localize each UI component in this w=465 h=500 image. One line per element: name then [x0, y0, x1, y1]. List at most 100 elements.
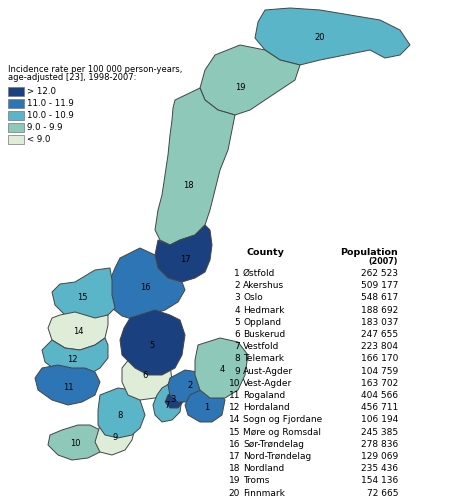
Text: 245 385: 245 385 — [361, 428, 398, 436]
Text: 7: 7 — [234, 342, 240, 351]
Text: 106 194: 106 194 — [361, 416, 398, 424]
Text: 9: 9 — [113, 434, 118, 442]
Polygon shape — [98, 388, 145, 438]
Polygon shape — [108, 248, 185, 320]
Text: 8: 8 — [117, 410, 123, 420]
Polygon shape — [200, 45, 300, 115]
Text: 456 711: 456 711 — [361, 403, 398, 412]
Text: 10.0 - 10.9: 10.0 - 10.9 — [27, 111, 74, 120]
Text: 154 136: 154 136 — [361, 476, 398, 486]
Text: 12: 12 — [67, 356, 77, 364]
Text: (2007): (2007) — [368, 257, 398, 266]
Text: 548 617: 548 617 — [361, 294, 398, 302]
Text: 9.0 - 9.9: 9.0 - 9.9 — [27, 123, 62, 132]
Polygon shape — [48, 425, 105, 460]
Text: Population: Population — [340, 248, 398, 257]
Text: Troms: Troms — [243, 476, 269, 486]
Polygon shape — [122, 352, 172, 400]
Text: 6: 6 — [142, 370, 148, 380]
Text: Rogaland: Rogaland — [243, 391, 285, 400]
Text: 14: 14 — [229, 416, 240, 424]
Text: 3: 3 — [170, 396, 176, 404]
Text: Buskerud: Buskerud — [243, 330, 285, 339]
Text: Finnmark: Finnmark — [243, 488, 285, 498]
Text: age-adjusted [23], 1998-2007:: age-adjusted [23], 1998-2007: — [8, 73, 136, 82]
Text: 19: 19 — [235, 84, 245, 92]
Text: 5: 5 — [234, 318, 240, 327]
Text: 17: 17 — [228, 452, 240, 461]
Text: 509 177: 509 177 — [361, 281, 398, 290]
Text: 188 692: 188 692 — [361, 306, 398, 314]
Text: 20: 20 — [315, 34, 325, 42]
Text: 278 836: 278 836 — [361, 440, 398, 449]
Text: 72 665: 72 665 — [366, 488, 398, 498]
Text: 2: 2 — [187, 382, 193, 390]
Text: 1: 1 — [205, 404, 210, 412]
Bar — [8, 87, 24, 96]
Text: 19: 19 — [228, 476, 240, 486]
Text: 4: 4 — [234, 306, 240, 314]
Polygon shape — [48, 312, 108, 350]
Text: 5: 5 — [149, 340, 155, 349]
Text: 3: 3 — [234, 294, 240, 302]
Text: 404 566: 404 566 — [361, 391, 398, 400]
Text: Nordland: Nordland — [243, 464, 284, 473]
Polygon shape — [153, 382, 182, 422]
Text: 8: 8 — [234, 354, 240, 364]
Text: Telemark: Telemark — [243, 354, 284, 364]
Polygon shape — [42, 338, 108, 378]
Bar — [8, 123, 24, 132]
Polygon shape — [52, 268, 115, 320]
Polygon shape — [165, 390, 183, 408]
Text: Vest-Agder: Vest-Agder — [243, 379, 292, 388]
Text: Incidence rate per 100 000 person-years,: Incidence rate per 100 000 person-years, — [8, 65, 182, 74]
Polygon shape — [155, 225, 212, 282]
Text: Nord-Trøndelag: Nord-Trøndelag — [243, 452, 311, 461]
Text: 262 523: 262 523 — [361, 269, 398, 278]
Text: 247 655: 247 655 — [361, 330, 398, 339]
Polygon shape — [155, 88, 235, 245]
Text: 16: 16 — [228, 440, 240, 449]
Text: Møre og Romsdal: Møre og Romsdal — [243, 428, 321, 436]
Text: Aust-Agder: Aust-Agder — [243, 366, 293, 376]
Text: 15: 15 — [77, 294, 87, 302]
Text: Sogn og Fjordane: Sogn og Fjordane — [243, 416, 322, 424]
Text: 16: 16 — [140, 284, 150, 292]
Text: 9: 9 — [234, 366, 240, 376]
Text: Akershus: Akershus — [243, 281, 284, 290]
Polygon shape — [185, 388, 225, 422]
Text: Sør-Trøndelag: Sør-Trøndelag — [243, 440, 304, 449]
Text: 11: 11 — [63, 384, 73, 392]
Text: 12: 12 — [229, 403, 240, 412]
Text: 10: 10 — [70, 438, 80, 448]
Text: 129 069: 129 069 — [361, 452, 398, 461]
Text: 235 436: 235 436 — [361, 464, 398, 473]
Text: 14: 14 — [73, 328, 83, 336]
Bar — [8, 111, 24, 120]
Text: > 12.0: > 12.0 — [27, 87, 56, 96]
Text: County: County — [246, 248, 284, 257]
Text: 18: 18 — [228, 464, 240, 473]
Text: 183 037: 183 037 — [361, 318, 398, 327]
Text: 166 170: 166 170 — [361, 354, 398, 364]
Text: Oslo: Oslo — [243, 294, 263, 302]
Text: 11: 11 — [228, 391, 240, 400]
Text: < 9.0: < 9.0 — [27, 135, 50, 144]
Text: 15: 15 — [228, 428, 240, 436]
Text: Oppland: Oppland — [243, 318, 281, 327]
Text: 6: 6 — [234, 330, 240, 339]
Text: Hedmark: Hedmark — [243, 306, 285, 314]
Text: Vestfold: Vestfold — [243, 342, 279, 351]
Polygon shape — [35, 365, 100, 405]
Text: Hordaland: Hordaland — [243, 403, 290, 412]
Text: 2: 2 — [234, 281, 240, 290]
Text: 4: 4 — [219, 366, 225, 374]
Text: 11.0 - 11.9: 11.0 - 11.9 — [27, 99, 74, 108]
Polygon shape — [255, 8, 410, 65]
Text: 163 702: 163 702 — [361, 379, 398, 388]
Text: Østfold: Østfold — [243, 269, 275, 278]
Text: 18: 18 — [183, 180, 193, 190]
Text: 7: 7 — [164, 400, 170, 409]
Bar — [8, 99, 24, 108]
Text: 223 804: 223 804 — [361, 342, 398, 351]
